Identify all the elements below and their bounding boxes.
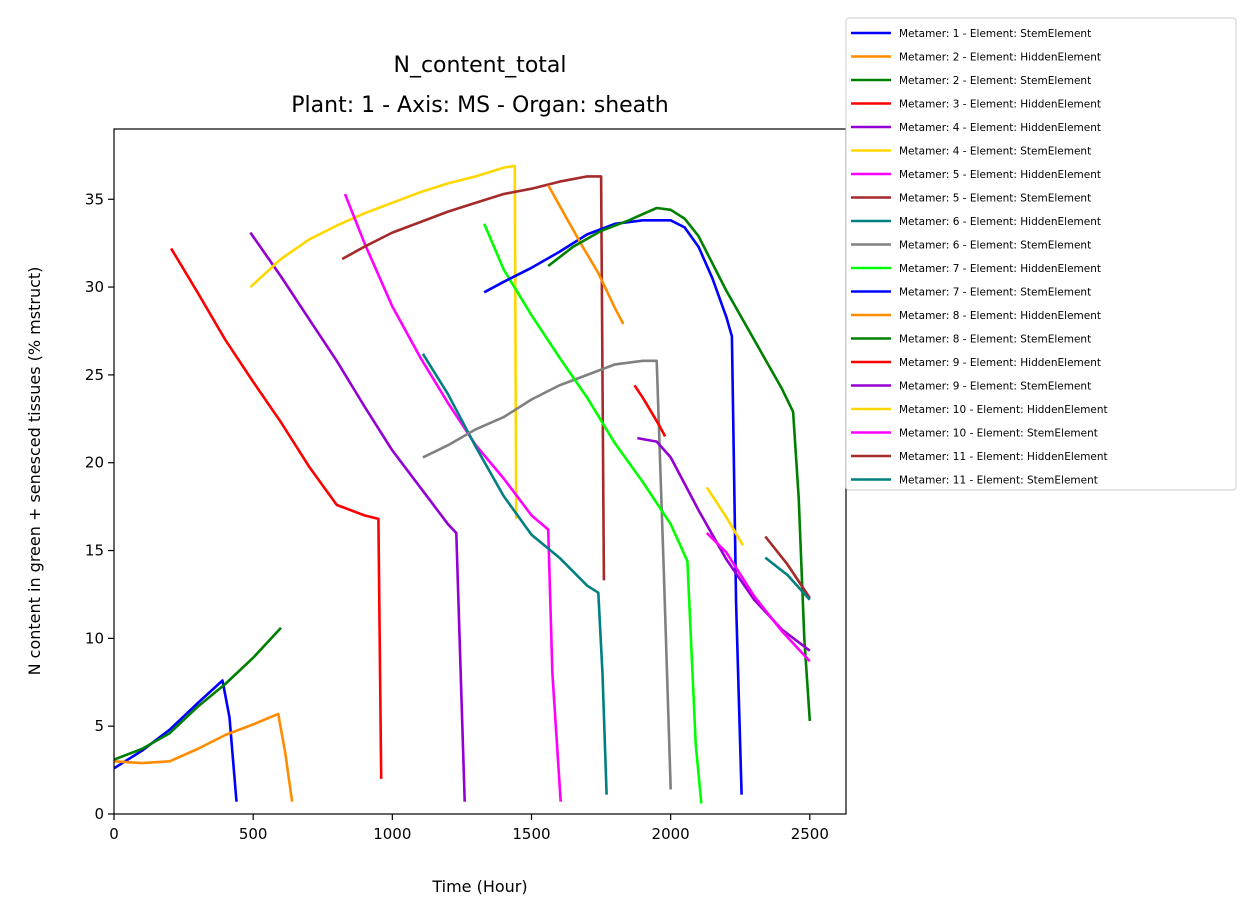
- legend-label-19: Metamer: 11 - Element: HiddenElement: [899, 451, 1108, 463]
- series-line-18: [705, 532, 811, 663]
- series-line-11: [483, 223, 703, 804]
- legend-label-6: Metamer: 4 - Element: StemElement: [899, 146, 1091, 158]
- legend-label-18: Metamer: 10 - Element: StemElement: [899, 428, 1098, 440]
- x-tick-label: 1500: [512, 825, 550, 843]
- legend-label-11: Metamer: 7 - Element: HiddenElement: [899, 263, 1101, 275]
- x-tick-label: 2000: [652, 825, 690, 843]
- legend-label-10: Metamer: 6 - Element: StemElement: [899, 240, 1091, 252]
- x-axis-label: Time (Hour): [431, 877, 527, 896]
- legend-label-16: Metamer: 9 - Element: StemElement: [899, 381, 1091, 393]
- series-line-15: [633, 384, 667, 438]
- legend-label-9: Metamer: 6 - Element: HiddenElement: [899, 216, 1101, 228]
- legend-label-15: Metamer: 9 - Element: HiddenElement: [899, 357, 1101, 369]
- series-line-6: [249, 164, 518, 519]
- series-line-3: [113, 626, 282, 761]
- series-line-14: [547, 206, 812, 721]
- series-line-17: [705, 486, 745, 546]
- series-line-9: [421, 353, 608, 795]
- series-line-20: [764, 556, 811, 601]
- y-tick-label: 10: [85, 629, 104, 647]
- legend-label-14: Metamer: 8 - Element: StemElement: [899, 334, 1091, 346]
- series-line-2: [113, 712, 294, 802]
- legend-label-12: Metamer: 7 - Element: StemElement: [899, 287, 1091, 299]
- series-line-7: [343, 193, 562, 802]
- plot-area: [113, 164, 812, 804]
- x-tick-label: 500: [239, 825, 268, 843]
- series-line-5: [249, 231, 466, 802]
- legend-label-13: Metamer: 8 - Element: HiddenElement: [899, 310, 1101, 322]
- series-line-1: [113, 679, 238, 802]
- y-axis: 0 5 10 15 20 25 30 35: [85, 190, 114, 823]
- legend-label-5: Metamer: 4 - Element: HiddenElement: [899, 122, 1101, 134]
- series-line-8: [341, 175, 606, 581]
- y-tick-label: 35: [85, 190, 104, 208]
- legend: Metamer: 1 - Element: StemElement Metamer…: [845, 17, 1237, 491]
- legend-label-20: Metamer: 11 - Element: StemElement: [899, 475, 1098, 487]
- series-line-13: [547, 184, 625, 325]
- legend-box: [845, 17, 1237, 491]
- y-tick-label: 0: [94, 805, 104, 823]
- x-tick-label: 2500: [791, 825, 829, 843]
- y-tick-label: 20: [85, 454, 104, 472]
- series-line-19: [764, 535, 811, 599]
- series-line-10: [422, 359, 672, 790]
- x-axis: 0 500 1000 1500 2000 2500: [109, 814, 829, 843]
- legend-label-3: Metamer: 2 - Element: StemElement: [899, 75, 1091, 87]
- legend-label-7: Metamer: 5 - Element: HiddenElement: [899, 169, 1101, 181]
- chart-title: N_content_total: [394, 53, 567, 78]
- legend-label-8: Metamer: 5 - Element: StemElement: [899, 193, 1091, 205]
- series-line-4: [169, 247, 383, 779]
- y-tick-label: 5: [94, 717, 104, 735]
- y-axis-label: N content in green + senesced tissues (%…: [25, 267, 44, 676]
- y-tick-label: 30: [85, 278, 104, 296]
- legend-label-17: Metamer: 10 - Element: HiddenElement: [899, 404, 1108, 416]
- y-tick-label: 15: [85, 542, 104, 560]
- legend-label-1: Metamer: 1 - Element: StemElement: [899, 28, 1091, 40]
- x-tick-label: 1000: [373, 825, 411, 843]
- x-tick-label: 0: [109, 825, 119, 843]
- plot-frame: [113, 128, 847, 815]
- series-line-12: [483, 219, 743, 795]
- legend-label-2: Metamer: 2 - Element: HiddenElement: [899, 52, 1101, 64]
- chart-subtitle: Plant: 1 - Axis: MS - Organ: sheath: [291, 93, 668, 118]
- legend-label-4: Metamer: 3 - Element: HiddenElement: [899, 99, 1101, 111]
- y-tick-label: 25: [85, 366, 104, 384]
